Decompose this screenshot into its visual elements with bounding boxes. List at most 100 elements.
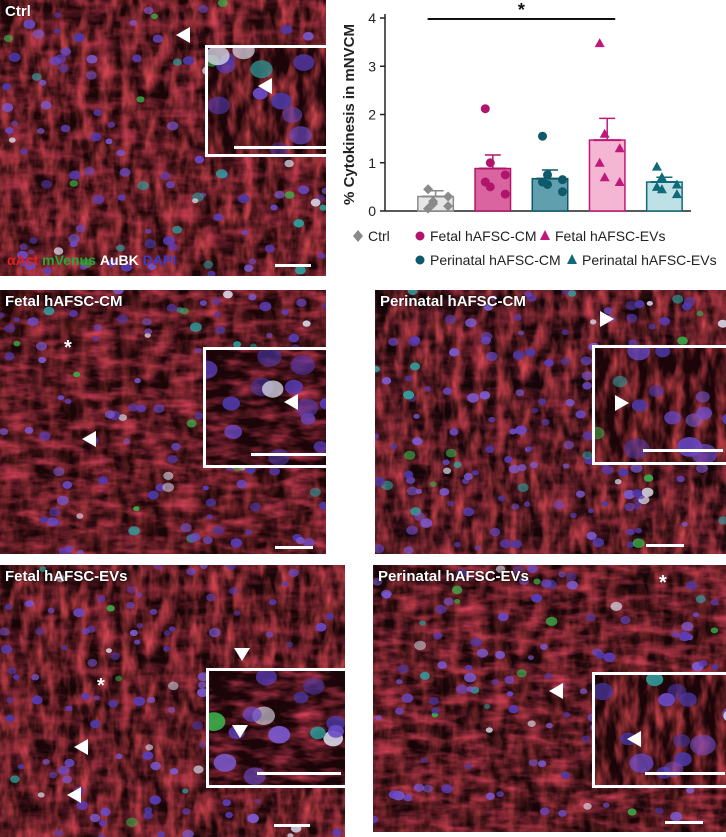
panel-title: Perinatal hAFSC-EVs [378,568,529,585]
nucleus [646,675,664,687]
nucleus [508,705,519,714]
nucleus [38,431,51,441]
nucleus [429,481,437,487]
nucleus [64,758,75,768]
nucleus [80,264,87,270]
nucleus [194,347,202,354]
nucleus [654,807,664,815]
nucleus [264,244,275,253]
data-point [485,182,495,192]
nucleus [495,565,506,573]
nucleus [485,445,495,453]
nucleus [153,404,165,413]
nucleus [485,727,493,733]
nucleus [153,565,163,570]
nucleus [623,438,650,459]
nucleus [414,512,425,521]
nucleus [321,187,326,195]
nucleus [315,622,327,632]
nucleus [70,241,78,248]
nucleus [60,124,71,133]
nucleus [167,455,178,464]
nucleus [2,103,14,112]
nucleus [49,56,61,66]
nucleus [449,348,460,357]
nucleus [710,598,719,606]
nucleus [516,669,527,678]
nucleus [233,610,241,616]
nucleus [163,471,174,480]
nucleus [162,482,174,492]
nucleus [581,735,591,743]
nucleus [623,489,635,500]
panel-ctrl: Ctrl αAct mVenus AuBK DAPI [0,0,326,276]
nucleus [686,787,694,794]
nucleus [147,263,157,271]
nucleus [603,802,610,808]
nucleus [271,92,292,110]
nucleus [28,249,35,255]
nucleus [648,385,664,398]
stain-legend: αAct mVenus AuBK DAPI [7,252,180,268]
nucleus [566,572,577,581]
nucleus [319,204,326,211]
nucleus [515,425,527,435]
nucleus [419,620,426,626]
arrowhead-marker [67,787,81,803]
nucleus [626,313,638,323]
nucleus [479,391,491,400]
nucleus [134,639,141,645]
nucleus [643,474,654,482]
nucleus [77,549,84,554]
nucleus [449,428,459,436]
nucleus [722,413,726,425]
nucleus [186,419,197,428]
nucleus [442,387,453,395]
nucleus [129,20,137,26]
panel-fetal-cm: Fetal hAFSC-CM * [0,290,326,554]
nucleus [90,720,101,729]
nucleus [93,109,102,116]
nucleus [225,565,237,571]
arrowhead-marker [284,394,298,410]
nucleus [160,171,171,181]
nucleus [225,811,233,819]
nucleus [8,52,21,62]
scale-bar [257,772,341,775]
nucleus [414,640,426,651]
nucleus [373,577,383,586]
nucleus [500,539,512,549]
nucleus [281,581,289,587]
nucleus [420,518,433,528]
nucleus [176,307,184,313]
nucleus [214,312,221,318]
nucleus [437,661,447,669]
nucleus [207,270,216,276]
nucleus [513,314,522,321]
nucleus [313,441,326,453]
nucleus [69,170,81,180]
nucleus [13,317,20,323]
nucleus [690,734,716,756]
arrowhead-marker [232,725,248,738]
nucleus [614,479,622,485]
arrowhead-marker [74,739,88,755]
nucleus [474,545,481,551]
nucleus [206,514,214,520]
nucleus [211,297,222,305]
nucleus [618,468,629,477]
nucleus [420,671,430,680]
nucleus [93,695,100,701]
scale-bar [645,772,725,775]
nucleus [198,741,206,748]
data-point [543,179,552,189]
nucleus [213,753,237,772]
nucleus [696,310,704,317]
nucleus [603,652,616,663]
nucleus [298,185,310,195]
nucleus [538,398,547,406]
nucleus [718,516,726,525]
nucleus [242,706,262,722]
nucleus [215,169,228,179]
nucleus [451,585,463,595]
